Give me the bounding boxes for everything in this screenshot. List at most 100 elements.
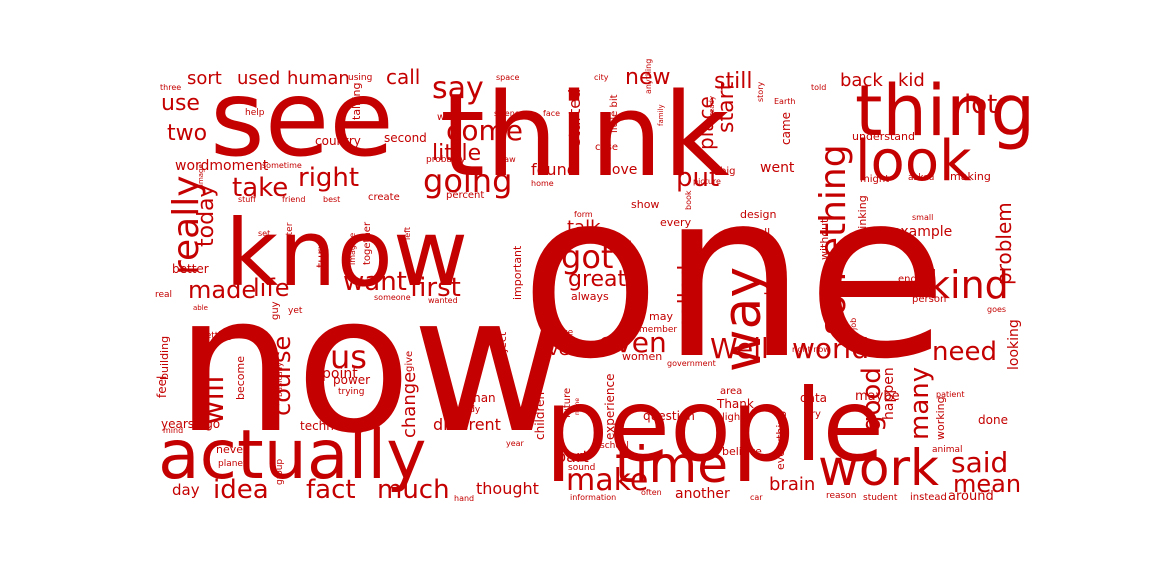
cloud-word-often: often [641,488,662,497]
cloud-word-happened: happened [624,240,633,280]
cloud-word-called: called [675,265,700,330]
cloud-word-goes: goes [987,305,1006,314]
cloud-word-friend: friend [282,195,305,204]
cloud-word-probably: probably [426,155,466,165]
cloud-word-kind: kind [928,263,1009,307]
cloud-word-call: call [386,65,420,89]
cloud-word-hand: hand [454,494,474,503]
cloud-word-something: something [813,144,854,335]
cloud-word-way: way [713,267,773,372]
cloud-word-different: different [433,415,501,434]
cloud-word-went: went [760,160,795,176]
cloud-word-take: take [232,173,288,203]
cloud-word-every: every [660,216,692,229]
cloud-word-happen: happen [881,367,897,420]
cloud-word-percent: percent [446,190,484,201]
cloud-word-idea: idea [213,475,269,505]
cloud-word-sort: sort [187,68,222,89]
cloud-word-still: still [714,69,752,94]
cloud-word-change: change [399,372,420,438]
cloud-word-problem: problem [992,202,1016,285]
cloud-word-city: city [594,73,609,82]
cloud-word-without: without [818,218,831,260]
cloud-word-school: school [600,441,629,451]
cloud-word-try: try [807,409,821,420]
cloud-word-light: light [722,412,744,423]
cloud-word-sometime: sometime [262,161,302,170]
cloud-word-turn: turn [315,241,330,268]
cloud-word-information: information [570,493,616,502]
cloud-word-point: point [322,366,358,382]
cloud-word-play: play [913,283,933,293]
cloud-word-looking: looking [1006,319,1022,370]
cloud-word-real: real [155,290,172,300]
cloud-word-life: life [253,274,290,302]
cloud-word-time: time [615,436,728,494]
cloud-word-country: country [315,134,361,148]
cloud-word-live: live [538,339,570,360]
cloud-word-face: face [543,109,560,118]
cloud-word-sound: sound [568,463,595,473]
cloud-word-basically: basically [275,362,284,397]
cloud-word-made: made [188,276,256,304]
cloud-word-book: book [684,190,693,210]
cloud-word-little-bit: little bit [609,94,620,133]
cloud-word-women: women [622,350,662,363]
cloud-word-best: best [323,195,340,204]
cloud-word-talking: talking [350,83,363,121]
cloud-word-already: already [708,96,716,122]
cloud-word-love: love [608,162,637,178]
cloud-word-computer: computer [285,222,295,266]
cloud-word-saw: saw [500,155,516,164]
cloud-word-data: data [800,391,827,405]
cloud-word-water: water [437,112,466,123]
cloud-word-thought: thought [476,479,539,498]
cloud-word-want: want [343,267,407,297]
cloud-word-many: many [905,367,935,440]
cloud-word-getting: getting [200,331,232,341]
cloud-word-animal: animal [932,445,963,455]
cloud-word-become: become [234,356,247,400]
cloud-word-back: back [840,70,883,91]
cloud-word-using: using [348,73,372,83]
cloud-word-first: first [410,273,461,303]
cloud-word-may: may [649,310,673,323]
cloud-word-see: see [210,58,394,180]
cloud-word-think: think [440,69,730,203]
cloud-word-always: always [571,290,609,303]
cloud-word-mean: mean [953,470,1021,498]
cloud-word-earth: Earth [774,97,795,106]
cloud-word-work: work [818,439,939,497]
cloud-word-day: day [172,481,200,499]
cloud-word-human: human [287,68,350,89]
cloud-word-one: one [520,143,948,410]
cloud-word-talk: talk [567,217,601,238]
cloud-word-technology: technology [300,419,367,433]
cloud-word-left: left [403,227,412,240]
cloud-word-able: able [193,304,208,312]
cloud-word-found: found [531,160,577,179]
cloud-word-us: us [330,338,367,376]
cloud-word-good: good [857,367,887,432]
cloud-word-job: job [849,318,858,331]
cloud-word-person: person [912,294,946,305]
cloud-word-children: children [533,392,547,440]
cloud-word-thing: thing [855,70,1035,152]
cloud-word-trying: trying [338,387,364,397]
cloud-word-big: big [720,166,735,177]
cloud-word-going: going [423,162,512,200]
cloud-word-three: three [160,83,181,92]
cloud-word-everything: everything [774,411,787,470]
cloud-word-end: end [898,274,917,285]
cloud-word-student: student [863,493,898,503]
cloud-word-believe: believe [722,445,762,458]
cloud-word-brain: brain [769,474,815,495]
cloud-word-stuff: stuff [238,195,256,204]
cloud-word-fact: fact [306,475,356,505]
cloud-word-today: today [194,184,219,247]
cloud-word-put: put [676,163,719,193]
cloud-word-make: make [566,463,648,498]
cloud-word-small: small [912,213,933,222]
cloud-word-start: start [714,81,739,133]
